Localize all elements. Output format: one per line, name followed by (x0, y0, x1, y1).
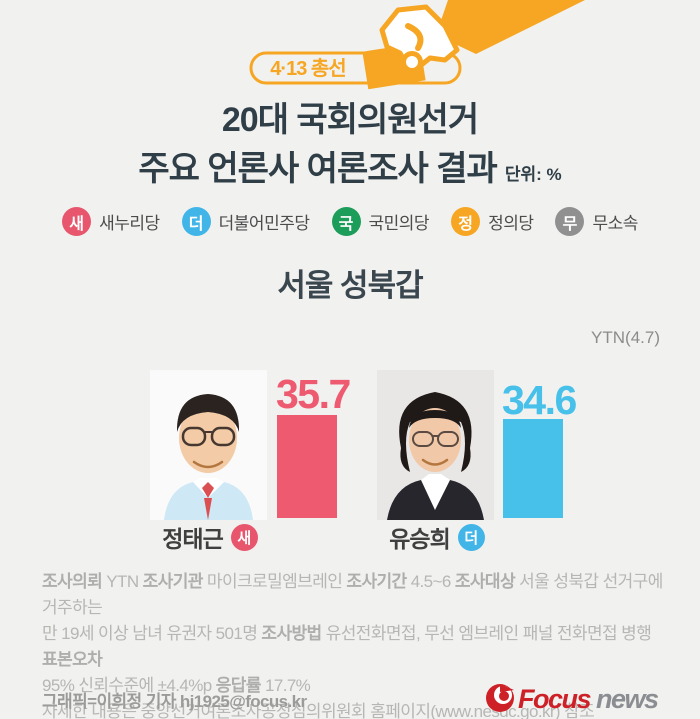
footer-line: 자세한 내용은 중앙선거여론조사공정심의위원회 홈페이지(www.nesdc.g… (42, 699, 667, 719)
logo-text-news: news (596, 684, 659, 714)
bar-yuseunghui (503, 419, 563, 518)
footer-segment: 조사기관 (142, 572, 204, 591)
footer-line: 조사의뢰 YTN 조사기관 마이크로밀엠브레인 조사기간 4.5~6 조사대상 … (42, 569, 667, 621)
title-line-2-text: 주요 언론사 여론조사 결과 (138, 150, 497, 188)
footer-segment: 자세한 내용은 중앙선거여론조사공정심의위원회 홈페이지(www.nesdc.g… (42, 702, 595, 719)
footer-segment: 조사대상 (454, 572, 516, 591)
footer-segment: 17.7% (260, 676, 311, 695)
party-legend: 새 새누리당 더 더불어민주당 국 국민의당 정 정의당 무 무소속 (0, 207, 700, 236)
candidate-photo-jeongtaegeun (150, 370, 267, 520)
party-badge-deo: 더 (181, 207, 211, 236)
title-line-1: 20대 국회의원선거 (221, 101, 479, 139)
legend-label: 정의당 (488, 214, 534, 233)
survey-methodology-note: 조사의뢰 YTN 조사기관 마이크로밀엠브레인 조사기간 4.5~6 조사대상 … (42, 569, 667, 719)
page-title: 20대 국회의원선거 주요 언론사 여론조사 결과 단위: % (0, 96, 700, 199)
footer-segment: 서울 성북갑 선거구에 거주하는 (42, 572, 663, 617)
value-label-jeongtaegeun: 35.7 (276, 371, 351, 417)
footer-segment: 조사기간 (346, 572, 407, 591)
footer-segment: 마이크로밀엠브레인 (202, 572, 347, 591)
value-label-yuseunghui: 34.6 (502, 377, 577, 423)
footer-segment: 응답률 (215, 676, 262, 695)
legend-item-saenuri: 새 새누리당 (62, 207, 160, 236)
thumb-detail (405, 23, 424, 51)
party-badge-sae: 새 (230, 523, 258, 551)
graphic-credit: 그래픽=이희정 기자 hj1925@focus.kr (42, 692, 307, 711)
party-badge-mu: 무 (555, 207, 585, 236)
party-badge-sae: 새 (62, 207, 92, 236)
banner-badge-label: 4·13 총선 (270, 57, 345, 80)
footer-line: 95% 신뢰수준에 ±4.4%p 응답률 17.7% (42, 673, 667, 699)
party-badge-kuk: 국 (331, 207, 361, 236)
focus-news-logo: Focus news (486, 684, 661, 714)
legend-item-justice: 정 정의당 (451, 207, 534, 236)
footer-segment: 표본오차 (42, 650, 103, 669)
election-banner-graphic: 4·13 총선 (249, 0, 585, 90)
footer-segment: 95% 신뢰수준에 ±4.4%p (42, 676, 216, 695)
district-title: 서울 성북갑 (277, 268, 423, 303)
arm-sleeve-shape (436, 0, 585, 54)
footer-segment: 만 19세 이상 남녀 유권자 501명 (42, 624, 262, 643)
poll-bar-chart: 35.7 34.6 정태근 새 유승희 더 (0, 368, 700, 560)
party-badge-deo: 더 (457, 523, 485, 551)
legend-label: 무소속 (592, 214, 638, 233)
legend-item-minjoo: 더 더불어민주당 (181, 207, 310, 236)
poll-source-label: YTN(4.7) (591, 328, 660, 347)
party-badge-jeong: 정 (451, 207, 481, 236)
unit-label: 단위: % (504, 165, 562, 184)
footer-segment: 조사방법 (261, 624, 322, 643)
candidate-photo-yuseunghui (377, 370, 494, 520)
stamp-tip (401, 51, 423, 73)
legend-item-independent: 무 무소속 (555, 207, 638, 236)
legend-label: 더불어민주당 (218, 214, 310, 233)
title-line-2: 주요 언론사 여론조사 결과 단위: % (0, 145, 700, 199)
candidate-name-row: 정태근 새 (130, 520, 290, 554)
banner-pill-outline (249, 51, 462, 85)
logo-text-focus: Focus (518, 684, 591, 714)
legend-item-kukmin: 국 국민의당 (331, 207, 430, 236)
footer-segment: 유선전화면접, 무선 엠브레인 패널 전화면접 병행 (321, 624, 652, 643)
candidate-name-row: 유승희 더 (357, 520, 517, 554)
legend-label: 국민의당 (368, 214, 430, 233)
candidate-name-jeongtaegeun: 정태근 (162, 526, 223, 552)
footer-segment: 4.5~6 (406, 572, 455, 591)
footer-segment: YTN (102, 572, 143, 591)
bar-jeongtaegeun (277, 415, 337, 518)
candidate-name-yuseunghui: 유승희 (389, 526, 450, 552)
legend-label: 새누리당 (99, 214, 160, 233)
footer-line: 만 19세 이상 남녀 유권자 501명 조사방법 유선전화면접, 무선 엠브레… (42, 621, 667, 673)
footer-segment: 조사의뢰 (42, 572, 103, 591)
